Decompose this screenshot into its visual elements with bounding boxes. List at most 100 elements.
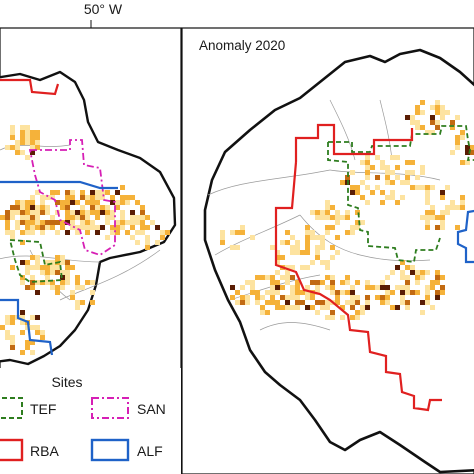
anomaly-pixel [400,195,405,200]
anomaly-pixel [115,205,120,210]
anomaly-pixel [280,240,285,245]
anomaly-pixel [365,280,370,285]
anomaly-pixel [130,210,135,215]
anomaly-pixel [15,205,20,210]
anomaly-pixel [115,225,120,230]
anomaly-pixel [20,240,25,245]
anomaly-pixel [135,230,140,235]
anomaly-pixel [85,225,90,230]
anomaly-pixel [270,285,275,290]
anomaly-pixel [45,280,50,285]
anomaly-pixel [335,215,340,220]
anomaly-pixel [430,115,435,120]
anomaly-pixel [260,310,265,315]
anomaly-pixel [35,225,40,230]
anomaly-pixel [50,280,55,285]
anomaly-pixel [320,245,325,250]
anomaly-pixel [25,285,30,290]
anomaly-pixel [345,210,350,215]
anomaly-pixel [100,195,105,200]
left-site-alf-bottom [0,298,54,356]
anomaly-pixel [405,290,410,295]
anomaly-pixel [80,215,85,220]
anomaly-pixel [115,190,120,195]
anomaly-pixel [440,275,445,280]
anomaly-pixel [340,305,345,310]
anomaly-pixel [340,280,345,285]
anomaly-pixel [5,225,10,230]
anomaly-pixel [420,310,425,315]
anomaly-pixel [335,300,340,305]
anomaly-pixel [450,120,455,125]
anomaly-pixel [295,245,300,250]
anomaly-pixel [230,230,235,235]
anomaly-pixel [70,200,75,205]
anomaly-pixel [275,290,280,295]
anomaly-pixel [40,230,45,235]
anomaly-pixel [350,290,355,295]
anomaly-pixel [270,280,275,285]
anomaly-pixel [385,295,390,300]
anomaly-pixel [285,265,290,270]
anomaly-pixel [405,300,410,305]
anomaly-pixel [435,290,440,295]
anomaly-pixel [85,230,90,235]
anomaly-pixel [15,200,20,205]
anomaly-pixel [325,315,330,320]
anomaly-pixel [335,235,340,240]
anomaly-pixel [430,305,435,310]
anomaly-pixel [350,170,355,175]
anomaly-pixel [285,300,290,305]
anomaly-pixel [415,105,420,110]
anomaly-pixel [325,285,330,290]
anomaly-pixel [35,260,40,265]
anomaly-pixel [435,125,440,130]
anomaly-pixel [290,295,295,300]
anomaly-pixel [400,275,405,280]
anomaly-pixel [325,300,330,305]
anomaly-pixel [145,225,150,230]
anomaly-pixel [90,225,95,230]
anomaly-pixel [125,200,130,205]
anomaly-pixel [25,125,30,130]
anomaly-pixel [400,290,405,295]
anomaly-pixel [350,230,355,235]
anomaly-pixel [410,270,415,275]
anomaly-pixel [270,275,275,280]
anomaly-pixel [80,285,85,290]
anomaly-pixel [370,285,375,290]
anomaly-pixel [5,210,10,215]
anomaly-pixel [70,195,75,200]
anomaly-pixel [455,115,460,120]
anomaly-pixel [5,315,10,320]
anomaly-pixel [275,255,280,260]
anomaly-pixel [30,325,35,330]
anomaly-pixel [415,125,420,130]
anomaly-pixel [75,275,80,280]
anomaly-pixel [285,240,290,245]
anomaly-pixel [90,220,95,225]
anomaly-pixel [20,130,25,135]
anomaly-pixel [425,210,430,215]
anomaly-pixel [400,270,405,275]
anomaly-pixel [340,215,345,220]
anomaly-pixel [425,200,430,205]
anomaly-pixel [60,220,65,225]
anomaly-pixel [85,215,90,220]
anomaly-pixel [20,280,25,285]
anomaly-pixel [40,195,45,200]
anomaly-pixel [145,235,150,240]
anomaly-pixel [50,195,55,200]
anomaly-pixel [460,200,465,205]
anomaly-pixel [300,300,305,305]
anomaly-pixel [75,305,80,310]
anomaly-pixel [255,275,260,280]
anomaly-pixel [380,300,385,305]
anomaly-pixel [305,305,310,310]
anomaly-pixel [425,220,430,225]
anomaly-pixel [20,310,25,315]
anomaly-pixel [340,180,345,185]
anomaly-pixel [20,350,25,355]
anomaly-pixel [350,300,355,305]
